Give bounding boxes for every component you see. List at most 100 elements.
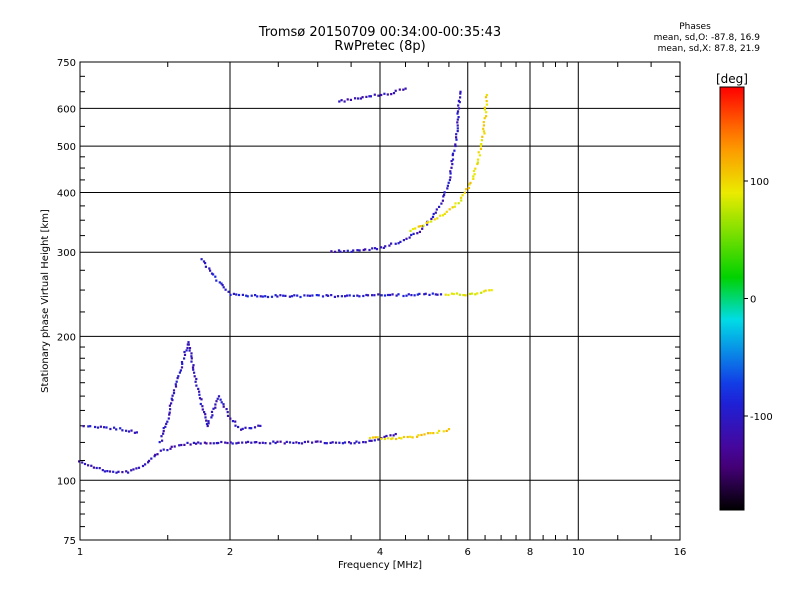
echo-point [199,402,202,406]
echo-point [168,411,171,414]
echo-point [377,94,380,97]
echo-point [402,435,406,439]
echo-point [368,95,371,98]
echo-point [190,352,193,355]
echo-point [370,439,373,442]
echo-point [371,294,374,297]
echo-point [92,466,95,469]
echo-point [432,432,435,435]
echo-point [285,440,288,443]
echo-point [197,441,200,444]
echo-point [445,429,448,432]
echo-point [398,88,401,91]
echo-point [478,154,481,157]
echo-point [405,294,408,297]
echo-point [180,366,184,369]
echo-point [90,464,93,467]
echo-point [453,149,456,152]
echo-point [472,175,475,178]
echo-point [103,470,106,473]
echo-point [229,417,232,420]
echo-point [162,430,165,433]
echo-point [153,455,156,458]
echo-point [187,343,190,346]
echo-point [392,434,395,437]
echo-point [456,121,459,124]
echo-point [380,93,383,97]
echo-point [389,434,392,437]
echo-point [451,163,454,166]
echo-point [113,426,116,429]
y-axis-label: Stationary phase Virtual Height [km] [40,209,51,393]
echo-point [450,166,453,169]
echo-point [99,425,102,428]
echo-point [247,440,250,443]
echo-point [172,392,176,395]
echo-point [409,435,412,438]
trace-x-e [368,428,451,441]
echo-point [316,440,319,443]
echo-point [435,208,438,211]
echo-point [371,247,374,250]
echo-point [366,294,370,297]
echo-point [101,469,104,472]
echo-point [234,424,237,427]
y-tick-label: 500 [57,142,76,153]
echo-point [459,96,462,99]
echo-point [161,439,164,442]
echo-point [108,470,112,473]
echo-point [383,435,386,438]
echo-point [198,390,201,393]
echo-point [384,245,387,248]
echo-point [343,250,346,253]
echo-point [483,117,486,120]
echo-point [235,442,238,445]
echo-point [389,293,392,297]
echo-point [195,442,198,445]
echo-point [397,293,400,296]
echo-point [274,441,277,445]
y-tick-label: 750 [57,58,76,69]
y-tick-label: 200 [57,332,76,343]
echo-point [485,115,488,118]
echo-point [391,293,394,296]
echo-point [456,127,459,130]
echo-point [303,440,306,444]
echo-point [325,442,328,445]
echo-point [206,424,209,428]
echo-point [248,427,251,430]
echo-point [234,420,237,423]
echo-point [383,92,386,95]
echo-point [457,104,460,107]
echo-point [261,441,264,444]
echo-point [270,295,274,298]
echo-point [448,208,451,211]
echo-point [348,294,351,297]
echo-point [105,426,108,429]
echo-point [338,100,341,103]
echo-point [115,428,118,431]
echo-point [477,158,480,161]
y-tick-label: 100 [57,476,76,487]
echo-point [127,430,131,433]
echo-point [216,397,219,400]
echo-point [288,295,291,298]
echo-point [222,403,225,406]
echo-point [455,133,458,136]
echo-point [167,417,170,420]
echo-point [442,430,445,433]
echo-point [380,437,383,440]
echo-point [362,248,365,252]
echo-point [451,206,454,209]
echo-point [284,294,287,297]
echo-point [445,210,448,213]
echo-point [117,470,120,473]
echo-point [299,295,302,299]
echo-point [186,441,189,444]
echo-point [203,441,206,444]
echo-point [197,387,200,390]
echo-point [352,249,355,252]
echo-point [442,195,445,198]
echo-point [191,366,195,369]
echo-point [394,242,397,245]
